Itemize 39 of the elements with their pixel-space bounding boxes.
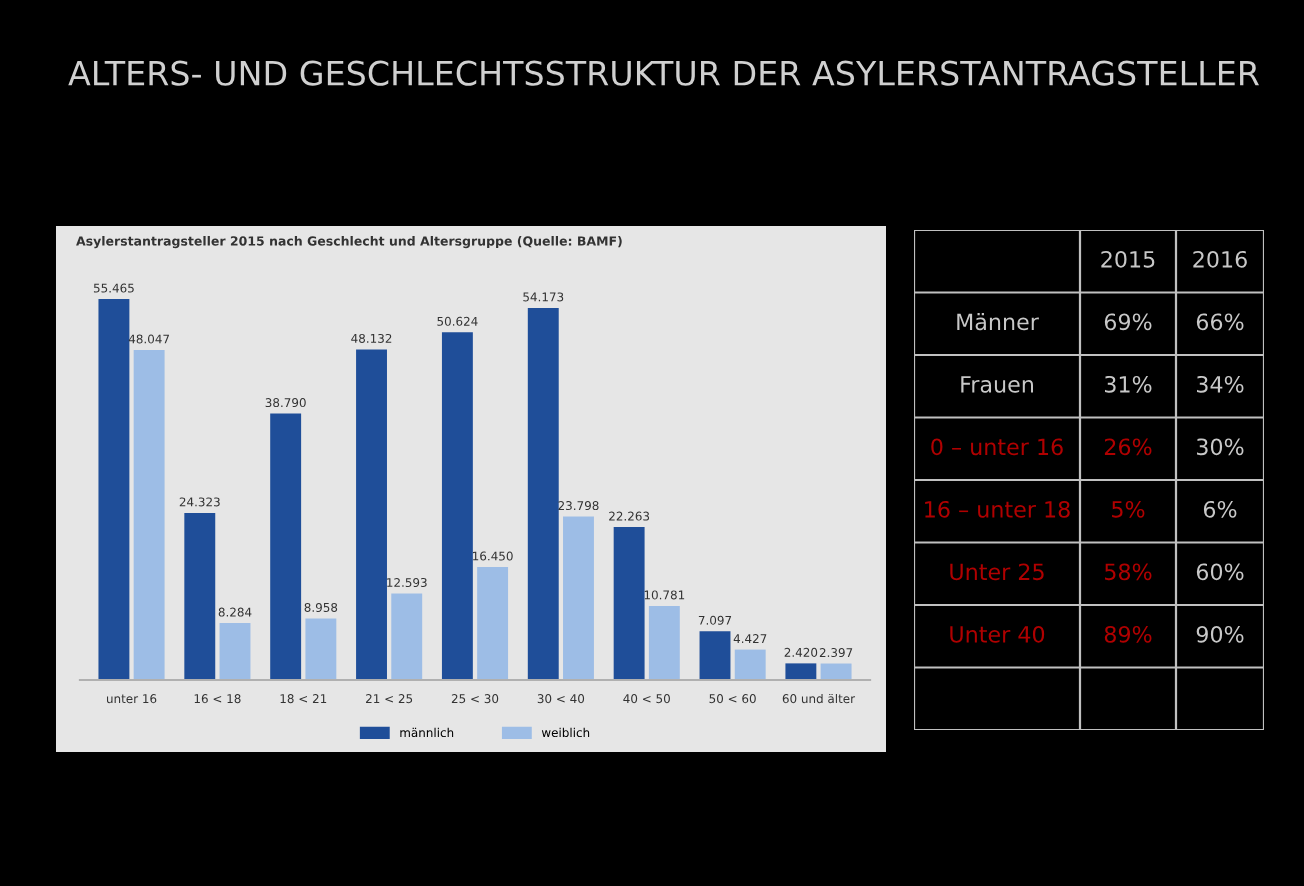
text: 90% [1196, 625, 1244, 643]
bar [305, 618, 337, 680]
text: 31% [1105, 375, 1152, 393]
text: 30% [1197, 438, 1244, 456]
bar [270, 413, 302, 680]
text: 60% [1196, 563, 1244, 581]
category-label: 16 – unter 18 [925, 500, 1070, 518]
bar [133, 350, 165, 680]
chart-title: ALTERS- UND GESCHLECHTSSTRUKTUR DER ASYLERSTANTRAGSTELLER [68, 60, 1260, 86]
text: 58% [1105, 563, 1152, 581]
bar [734, 649, 766, 680]
category-label: Unter 25 [950, 563, 1044, 581]
category-label: Unter 40 [950, 625, 1045, 643]
bar [699, 631, 731, 680]
bar [613, 527, 645, 680]
text: 6% [1203, 500, 1237, 518]
category-label: 0 – unter 16 [931, 438, 1063, 456]
text: 34% [1197, 375, 1244, 393]
category-label: Männer [957, 313, 1039, 331]
category-label: 2015 [1101, 250, 1155, 268]
bar [219, 623, 251, 680]
text: 26% [1104, 438, 1152, 456]
text: 69% [1104, 313, 1152, 331]
bar [648, 605, 680, 680]
text: 5% [1112, 500, 1145, 518]
text: 66% [1196, 313, 1244, 331]
bar [563, 516, 594, 680]
bar [98, 299, 130, 680]
bar [785, 663, 817, 680]
bar [356, 349, 387, 680]
bar [391, 593, 423, 680]
category-label: Frauen [961, 376, 1033, 393]
bar [527, 307, 559, 680]
text: 89% [1104, 625, 1152, 643]
bar [441, 332, 473, 680]
bar [477, 567, 509, 680]
bar [184, 512, 216, 680]
category-label: 2016 [1193, 250, 1247, 268]
bar [820, 663, 852, 680]
